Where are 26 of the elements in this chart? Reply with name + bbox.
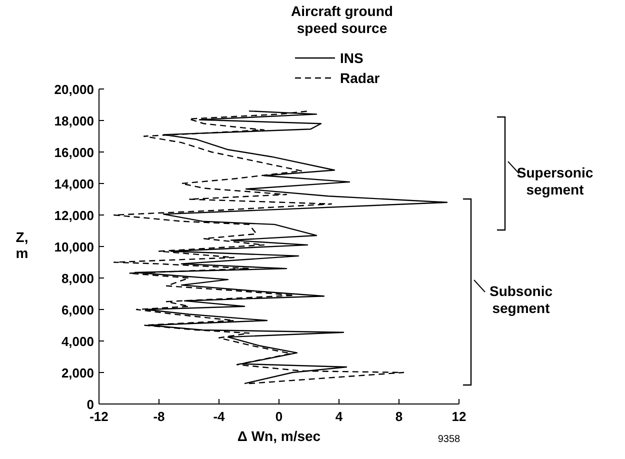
y-tick-label: 10,000 (54, 240, 94, 254)
x-tick-label: -4 (213, 409, 226, 424)
y-tick-label: 2,000 (61, 366, 94, 380)
y-tick-label: 12,000 (54, 208, 94, 223)
x-axis-title: Δ Wn, m/sec (237, 428, 321, 444)
legend-label: INS (340, 50, 364, 66)
text: Subsonic segment (489, 283, 553, 316)
x-tick-label: -12 (90, 409, 108, 424)
y-axis-title: Z, m (16, 229, 28, 261)
x-tick-label: 12 (452, 409, 466, 424)
y-tick-label: 8,000 (61, 271, 94, 286)
y-tick-label: 18,000 (54, 114, 94, 128)
y-tick-label: 14,000 (54, 176, 94, 192)
text: 9358 (438, 434, 461, 445)
legend-title: Aircraft ground speed source (291, 3, 393, 36)
y-tick-label: 0 (86, 397, 94, 412)
y-tick-label: 20,000 (54, 82, 94, 97)
legend-label: Radar (340, 70, 380, 86)
y-tick-label: 16,000 (54, 145, 94, 160)
y-tick-label: 6,000 (61, 302, 94, 318)
x-tick-label: 8 (395, 409, 403, 424)
x-tick-label: -8 (153, 409, 165, 424)
x-tick-label: 4 (335, 409, 344, 424)
x-tick-label: 0 (275, 409, 283, 424)
y-tick-label: 4,000 (61, 334, 94, 349)
text: Supersonic segment (516, 164, 594, 198)
